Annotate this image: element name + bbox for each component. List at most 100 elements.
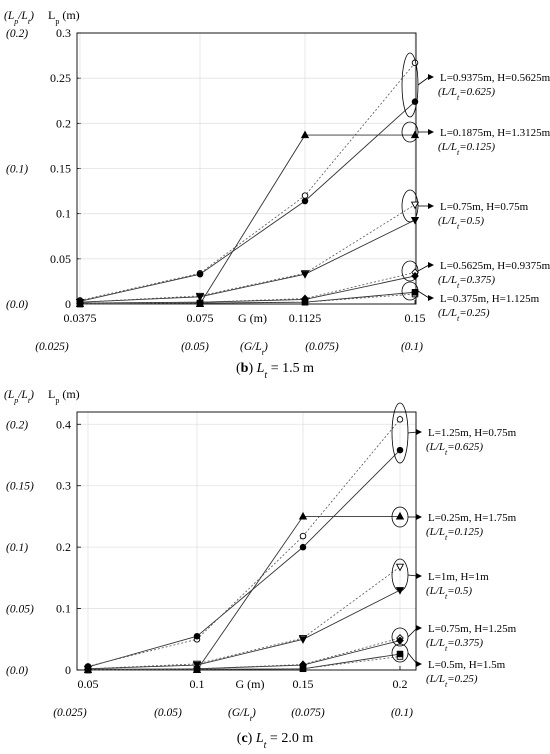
annotation-norm-subscript: t bbox=[445, 533, 448, 542]
annotation-label: L=0.75m, H=1.25m bbox=[428, 623, 517, 635]
annotation-arrow bbox=[417, 76, 430, 86]
annotation-label: L=0.75m, H=0.75m bbox=[440, 201, 529, 213]
x-norm-tick-label: (0.075) bbox=[291, 707, 325, 719]
annotation-norm-value: =0.125) bbox=[447, 526, 483, 538]
caption-letter: c bbox=[241, 731, 247, 746]
y-axis-norm-close: ) bbox=[29, 10, 34, 22]
data-point-filled bbox=[301, 197, 309, 205]
y-axis-norm-label: (Lp/Lt) bbox=[4, 389, 34, 405]
annotation-norm-subscript: t bbox=[457, 222, 460, 231]
arrowhead bbox=[416, 625, 422, 631]
data-point-filled bbox=[300, 271, 310, 279]
x-norm-tick-label: (0.025) bbox=[35, 341, 69, 353]
arrowhead bbox=[428, 203, 434, 209]
y-tick-label: 0.15 bbox=[50, 162, 71, 176]
series-circle bbox=[76, 59, 419, 305]
annotation-norm-value: =0.25) bbox=[447, 673, 478, 685]
caption-subscript: t bbox=[264, 740, 267, 751]
y-norm-tick-label: (0.0) bbox=[6, 299, 28, 311]
series-circle bbox=[84, 416, 404, 671]
data-point-filled bbox=[395, 511, 405, 520]
annotation-norm-label: (L/Lt=0.5) bbox=[426, 585, 472, 601]
x-axis-norm-close: ) bbox=[251, 707, 256, 719]
annotation-arrow bbox=[407, 652, 418, 665]
annotation-norm-text: (L/L bbox=[426, 526, 445, 538]
y-axis-norm-subscript: p bbox=[13, 396, 18, 405]
y-axis-unit: (m) bbox=[59, 8, 79, 22]
data-point-filled bbox=[299, 665, 307, 673]
annotation-norm-subscript: t bbox=[457, 281, 460, 290]
caption-symbol: L bbox=[256, 361, 265, 376]
y-tick-label: 0.05 bbox=[50, 252, 71, 266]
x-axis-label: G (m) bbox=[236, 677, 265, 691]
arrowhead bbox=[416, 661, 422, 667]
annotation-label: L=1.25m, H=0.75m bbox=[428, 427, 517, 439]
annotation-label: L=0.25m, H=1.75m bbox=[428, 512, 517, 524]
annotation-norm-text: (L/L bbox=[438, 215, 457, 227]
annotation-norm-value: =0.625) bbox=[447, 441, 483, 453]
annotation-norm-text: (L/L bbox=[438, 141, 457, 153]
annotation-norm-subscript: t bbox=[445, 644, 448, 653]
x-axis-norm-label: (G/Lt) bbox=[228, 707, 256, 723]
y-norm-tick-label: (0.2) bbox=[6, 419, 28, 431]
y-tick-label: 0.2 bbox=[56, 540, 71, 554]
y-axis-symbol: L bbox=[48, 8, 55, 22]
x-axis-norm-text: (G/L bbox=[228, 707, 250, 719]
series-line-dotted bbox=[87, 656, 401, 671]
data-point-filled bbox=[195, 293, 205, 302]
y-axis-norm-label: (Lp/Lt) bbox=[4, 10, 34, 26]
annotation-norm-subscript: t bbox=[457, 93, 460, 102]
series-triangle-up bbox=[75, 130, 420, 308]
series-square bbox=[76, 289, 419, 308]
series-line-solid bbox=[88, 515, 400, 671]
series-line-solid bbox=[87, 589, 401, 670]
y-norm-tick-label: (0.0) bbox=[6, 665, 28, 677]
y-tick-label: 0.3 bbox=[56, 26, 71, 40]
y-axis-subscript: p bbox=[55, 396, 59, 405]
panel-c-chart: 00.10.20.30.40.05 0.1 0.15 0.2G (m)Lp (m)(L… bbox=[4, 387, 517, 751]
panel-caption: (b) Lt = 1.5 m bbox=[236, 361, 314, 381]
annotation-norm-text: (L/L bbox=[438, 86, 457, 98]
annotation-norm-value: =0.125) bbox=[459, 141, 495, 153]
panel-b-chart: 0 0.05 0.1 0.15 0.2 0.25 0.3 0.0375 0.075 0.1125 0… bbox=[4, 8, 550, 381]
annotation-norm-value: =0.375) bbox=[459, 274, 495, 286]
series-line-solid bbox=[87, 449, 401, 668]
annotation-label: L=0.1875m, H=1.3125m bbox=[440, 127, 550, 139]
caption-open: ( bbox=[237, 731, 242, 746]
data-point-open bbox=[301, 192, 309, 199]
series-line-dotted bbox=[79, 271, 416, 304]
y-tick-label: 0.1 bbox=[56, 602, 71, 616]
x-norm-tick-label: (0.1) bbox=[401, 341, 423, 353]
arrowhead bbox=[416, 514, 422, 520]
plot-frame bbox=[76, 32, 417, 305]
y-tick-label: 0 bbox=[65, 297, 71, 311]
arrowhead bbox=[428, 74, 434, 80]
caption-symbol: L bbox=[255, 731, 264, 746]
series-line-solid bbox=[87, 653, 401, 671]
series-line-dotted bbox=[79, 293, 416, 305]
annotation-norm-text: (L/L bbox=[426, 585, 445, 597]
caption-open: ( bbox=[236, 361, 241, 376]
annotation-norm-subscript: t bbox=[445, 448, 448, 457]
x-norm-tick-label: (0.05) bbox=[154, 707, 182, 719]
x-axis-norm-text: (G/L bbox=[240, 341, 262, 353]
x-axis-norm-close: ) bbox=[263, 341, 268, 353]
annotation-norm-value: =0.375) bbox=[447, 637, 483, 649]
x-tick-label: 0.05 bbox=[78, 677, 99, 691]
x-axis-norm-label: (G/Lt) bbox=[240, 341, 268, 357]
y-norm-tick-label: (0.2) bbox=[6, 28, 28, 40]
annotation-norm-label: (L/Lt=0.5) bbox=[438, 215, 484, 231]
annotation-norm-value: =0.25) bbox=[459, 307, 490, 319]
caption-value: = 1.5 m bbox=[267, 361, 314, 376]
arrowhead bbox=[428, 129, 434, 135]
annotation-norm-text: (L/L bbox=[426, 441, 445, 453]
x-tick-label: 0.2 bbox=[393, 677, 408, 691]
data-point-filled bbox=[396, 650, 404, 658]
data-point-open bbox=[396, 416, 404, 423]
y-tick-label: 0.4 bbox=[56, 417, 71, 431]
data-point-filled bbox=[84, 666, 92, 674]
y-tick-label: 0 bbox=[65, 663, 71, 677]
annotation-arrow bbox=[407, 627, 418, 638]
caption-subscript: t bbox=[264, 370, 267, 381]
x-axis-norm-subscript: t bbox=[262, 348, 265, 357]
